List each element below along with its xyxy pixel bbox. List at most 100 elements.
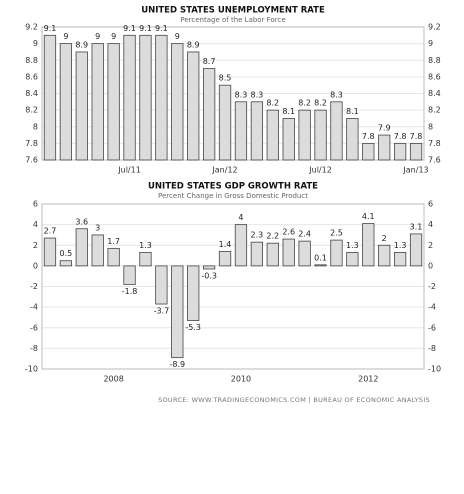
value-label: 1.3 bbox=[346, 241, 359, 250]
value-label: 9 bbox=[111, 32, 116, 41]
value-label: 9 bbox=[95, 32, 100, 41]
chart-title: UNITED STATES GDP GROWTH RATE bbox=[148, 182, 318, 192]
y-tick-label: 8 bbox=[33, 122, 38, 131]
value-label: 2.6 bbox=[282, 228, 295, 237]
bar bbox=[123, 34, 136, 161]
bar bbox=[43, 237, 57, 267]
bar bbox=[282, 118, 295, 161]
plot-frame bbox=[41, 203, 425, 370]
value-label: 0.1 bbox=[314, 253, 327, 262]
y-tick-label: 9.2 bbox=[25, 23, 38, 32]
bar bbox=[43, 34, 57, 161]
bar bbox=[346, 118, 359, 161]
bar bbox=[234, 101, 248, 161]
value-label: 9.1 bbox=[44, 24, 57, 33]
bar bbox=[202, 265, 216, 270]
bar bbox=[187, 265, 200, 321]
chart-title: UNITED STATES UNEMPLOYMENT RATE bbox=[141, 6, 325, 16]
y-tick-label: 7.6 bbox=[25, 156, 38, 165]
bar bbox=[393, 252, 407, 267]
bar bbox=[171, 43, 184, 161]
y-tick-label: -6 bbox=[30, 323, 38, 332]
bar bbox=[409, 142, 423, 161]
value-label: 1.7 bbox=[107, 237, 120, 246]
y-tick-label: -10 bbox=[25, 365, 38, 374]
value-label: 8.2 bbox=[298, 99, 311, 108]
bar bbox=[91, 234, 104, 267]
x-tick-label: Jan/13 bbox=[402, 166, 428, 175]
bar bbox=[266, 242, 279, 267]
y-tick-label-right: 9 bbox=[428, 39, 433, 48]
value-label: 2.7 bbox=[44, 227, 57, 236]
bar bbox=[346, 252, 359, 267]
bar bbox=[187, 51, 200, 161]
bar bbox=[107, 43, 120, 161]
value-label: 7.9 bbox=[378, 124, 391, 133]
y-tick-label: 9 bbox=[33, 39, 38, 48]
value-label: 2 bbox=[382, 234, 387, 243]
y-tick-label: 8.8 bbox=[25, 56, 38, 65]
chart-subtitle: Percentage of the Labor Force bbox=[180, 16, 285, 24]
bar bbox=[107, 247, 120, 267]
y-tick-label-right: 6 bbox=[428, 200, 433, 209]
value-label: 7.8 bbox=[410, 132, 423, 141]
value-label: 8.5 bbox=[219, 74, 232, 83]
bar bbox=[171, 265, 184, 359]
value-label: 9 bbox=[175, 32, 180, 41]
value-label: -8.9 bbox=[169, 360, 185, 369]
value-label: 9 bbox=[63, 32, 68, 41]
value-label: 2.5 bbox=[330, 229, 343, 238]
y-tick-label-right: 8.8 bbox=[428, 56, 441, 65]
value-label: 8.3 bbox=[330, 90, 343, 99]
value-label: 0.5 bbox=[60, 249, 73, 258]
y-tick-label: -8 bbox=[30, 344, 38, 353]
y-tick-label-right: 8.6 bbox=[428, 72, 441, 81]
value-label: 8.9 bbox=[187, 40, 200, 49]
y-tick-label: 7.8 bbox=[25, 139, 38, 148]
bar bbox=[409, 233, 423, 267]
bar bbox=[139, 34, 152, 161]
value-label: 4 bbox=[238, 213, 243, 222]
y-tick-label: 8.2 bbox=[25, 106, 38, 115]
y-tick-label-right: 7.6 bbox=[428, 156, 441, 165]
source-note: SOURCE: WWW.TRADINGECONOMICS.COM | BUREA… bbox=[158, 396, 430, 404]
bar bbox=[298, 240, 311, 267]
bar bbox=[330, 101, 343, 161]
value-label: 9.1 bbox=[139, 24, 152, 33]
value-label: 8.9 bbox=[75, 40, 88, 49]
bar bbox=[75, 228, 88, 267]
bar bbox=[298, 109, 311, 161]
value-label: 1.3 bbox=[139, 241, 152, 250]
y-tick-label-right: 8 bbox=[428, 122, 433, 131]
x-tick-label: Jan/12 bbox=[211, 166, 237, 175]
bar bbox=[234, 224, 248, 267]
y-tick-label: 6 bbox=[33, 200, 38, 209]
value-label: 1.3 bbox=[394, 241, 407, 250]
value-label: 7.8 bbox=[362, 132, 375, 141]
value-label: -0.3 bbox=[201, 271, 217, 280]
value-label: 3.1 bbox=[410, 222, 423, 231]
bar bbox=[202, 68, 216, 161]
value-label: -3.7 bbox=[154, 307, 170, 316]
value-label: 8.1 bbox=[282, 107, 295, 116]
bar bbox=[393, 142, 407, 161]
y-tick-label-right: 4 bbox=[428, 220, 433, 229]
bar bbox=[378, 244, 391, 267]
value-label: 2.4 bbox=[298, 230, 311, 239]
x-tick-label: 2012 bbox=[358, 375, 378, 384]
bar bbox=[155, 34, 168, 161]
x-tick-label: 2008 bbox=[103, 375, 123, 384]
y-tick-label: -2 bbox=[30, 282, 38, 291]
y-tick-label-right: 8.4 bbox=[428, 89, 441, 98]
value-label: 1.4 bbox=[219, 240, 232, 249]
bar bbox=[75, 51, 88, 161]
bar bbox=[59, 43, 73, 161]
bar bbox=[250, 241, 264, 267]
x-tick-label: 2010 bbox=[231, 375, 251, 384]
value-label: 7.8 bbox=[394, 132, 407, 141]
value-label: 2.2 bbox=[266, 232, 279, 241]
value-label: 9.1 bbox=[155, 24, 168, 33]
x-tick-label: Jul/12 bbox=[308, 166, 332, 175]
bar bbox=[59, 260, 73, 267]
